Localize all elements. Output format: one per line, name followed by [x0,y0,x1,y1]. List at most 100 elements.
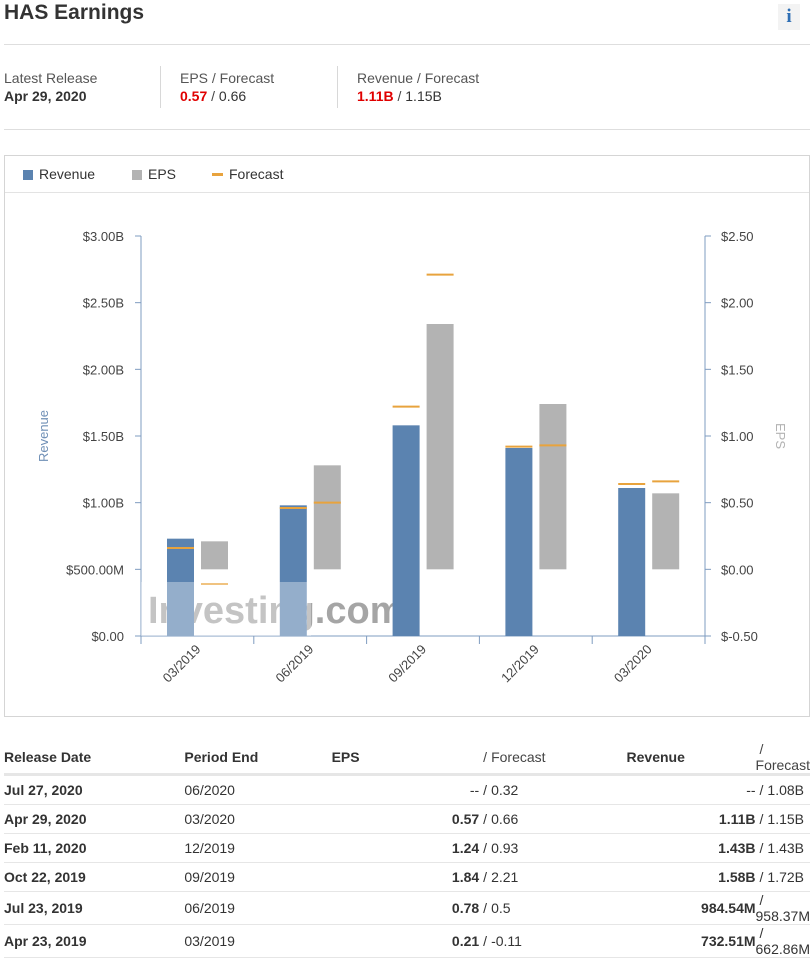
eps-cell: 0.57 [331,804,480,834]
table-row: Jul 27, 2020 06/2020 --/0.32 --/1.08B [4,774,810,805]
header-revenue-forecast[interactable]: /Forecast [755,741,810,776]
revenue-forecast-cell: /1.08B [755,774,810,805]
eps-tick-label: $0.50 [721,496,754,511]
category-label: 06/2019 [272,642,316,686]
table-header-row: Release Date Period End EPS / Forecast Re… [4,741,810,776]
chart-legend: Revenue EPS Forecast [5,156,809,193]
eps-axis-title: EPS [773,423,788,449]
period-end-cell: 09/2019 [184,862,332,892]
revenue-tick-label: $1.00B [83,496,124,511]
revenue-forecast-cell: /1.43B [755,833,810,863]
release-date-cell: Apr 23, 2019 [4,924,185,958]
info-icon[interactable]: i [778,4,800,30]
revenue-separator: / [397,88,402,104]
revenue-forecast-cell: /1.15B [755,804,810,834]
eps-forecast-cell: /2.21 [479,862,627,892]
eps-tick-label: $2.50 [721,229,754,244]
revenue-tick-label: $0.00 [91,629,124,644]
eps-forecast-cell: /0.66 [479,804,627,834]
revenue-bar [167,538,194,636]
revenue-bar [392,425,420,636]
chart-plot: $0.00 $500.00M $1.00B $1.50B $2.00B $2.50B $3.… [36,229,788,686]
eps-bar [426,324,454,570]
revenue-tick-label: $500.00M [66,562,124,577]
release-date-cell: Oct 22, 2019 [4,862,185,892]
revenue-cell: 984.54M [626,891,756,925]
period-end-cell: 03/2020 [184,804,332,834]
latest-release-label: Latest Release [4,70,98,86]
eps-tick-label: $-0.50 [721,629,758,644]
eps-forecast-label: EPS / Forecast [180,70,275,86]
category-label: 09/2019 [385,642,429,686]
table-row: Feb 11, 2020 12/2019 1.24/0.93 1.43B/1.43B [4,833,810,863]
eps-bar [652,493,680,570]
table-row: Apr 29, 2020 03/2020 0.57/0.66 1.11B/1.15B [4,804,810,834]
table-row: Apr 23, 2019 03/2019 0.21/-0.11 732.51M/662… [4,924,810,958]
eps-forecast-cell: /0.32 [479,774,627,805]
summary-divider [160,66,161,108]
category-label: 12/2019 [498,642,542,686]
period-end-cell: 12/2019 [184,833,332,863]
eps-cell: 1.24 [331,833,480,863]
legend-revenue-label: Revenue [39,166,96,182]
eps-bar [313,465,341,570]
header-eps-forecast[interactable]: / Forecast [479,741,627,776]
latest-release-summary: Latest Release Apr 29, 2020 [4,70,97,104]
revenue-tick-label: $2.50B [83,296,124,311]
eps-actual-value: 0.57 [180,88,208,104]
eps-cell: 0.78 [331,891,480,925]
release-date-cell: Jul 23, 2019 [4,891,185,925]
period-end-cell: 06/2019 [184,891,332,925]
earnings-table: Release Date Period End EPS / Forecast Re… [4,741,810,958]
revenue-forecast-cell: /1.72B [755,862,810,892]
revenue-tick-label: $3.00B [83,229,124,244]
eps-tick-label: $1.00 [721,429,754,444]
eps-cell: 0.21 [331,924,480,958]
revenue-bar [618,488,646,636]
release-date-cell: Jul 27, 2020 [4,774,185,805]
eps-separator: / [211,88,216,104]
header-revenue[interactable]: Revenue [626,741,756,776]
latest-release-value: Apr 29, 2020 [4,88,87,104]
category-label: 03/2019 [160,642,204,686]
revenue-actual-value: 1.11B [357,88,394,104]
revenue-cell: 1.58B [626,862,756,892]
watermark-overlay [141,582,311,636]
revenue-tick-label: $1.50B [83,429,124,444]
eps-bar [539,404,567,570]
revenue-swatch-icon [23,170,33,180]
category-label: 03/2020 [611,642,655,686]
eps-summary: EPS / Forecast 0.57 / 0.66 [180,70,274,104]
revenue-cell: 1.43B [626,833,756,863]
eps-tick-label: $2.00 [721,296,754,311]
earnings-chart: Revenue EPS Forecast $0.00 $500.00M $1.00B… [4,155,810,717]
release-date-cell: Apr 29, 2020 [4,804,185,834]
legend-eps[interactable]: EPS [132,166,176,182]
period-end-cell: 06/2020 [184,774,332,805]
revenue-axis-title: Revenue [36,410,51,462]
summary-divider [337,66,338,108]
eps-bar [201,541,228,570]
header-period-end[interactable]: Period End [184,741,332,776]
eps-forecast-cell: /0.5 [479,891,627,925]
revenue-cell: 1.11B [626,804,756,834]
legend-forecast[interactable]: Forecast [212,166,283,182]
legend-revenue[interactable]: Revenue [23,166,95,182]
forecast-line-icon [212,173,223,176]
period-end-cell: 03/2019 [184,924,332,958]
summary-divider [4,129,810,130]
revenue-forecast-label: Revenue / Forecast [357,70,480,86]
eps-cell: 1.84 [331,862,480,892]
legend-forecast-label: Forecast [229,166,284,182]
revenue-forecast-cell: /662.86M [755,924,810,958]
revenue-bar [505,448,533,636]
revenue-cell: -- [626,774,756,805]
header-eps[interactable]: EPS [331,741,480,776]
eps-cell: -- [331,774,480,805]
eps-swatch-icon [132,170,142,180]
table-row: Jul 23, 2019 06/2019 0.78/0.5 984.54M/958.3… [4,891,810,925]
header-release-date[interactable]: Release Date [4,741,185,776]
page-title: HAS Earnings [4,1,145,24]
revenue-cell: 732.51M [626,924,756,958]
revenue-forecast-value: 1.15B [405,88,442,104]
